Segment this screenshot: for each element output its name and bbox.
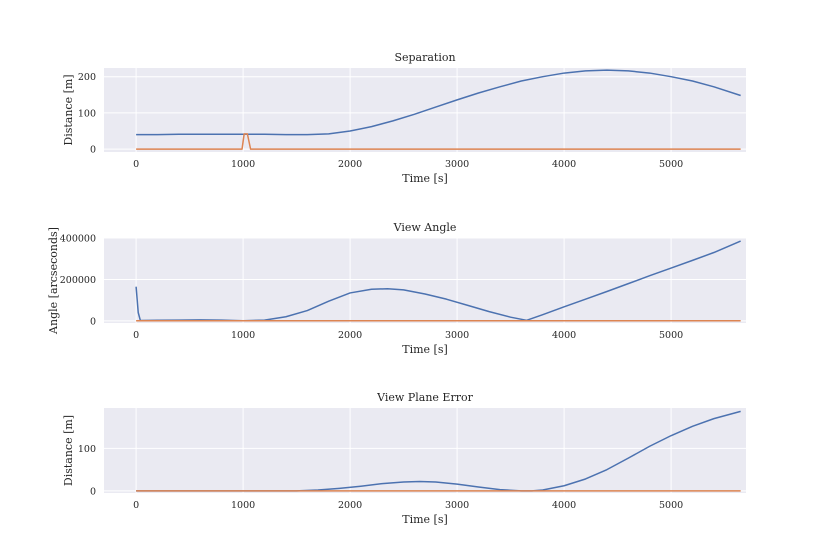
view-angle-series-1-line — [135, 240, 741, 322]
view-angle-x-tick-label: 1000 — [231, 330, 255, 341]
view-angle-x-tick-label: 3000 — [445, 330, 469, 341]
view-angle-plot-area — [104, 238, 746, 323]
view-plane-error-x-axis-label: Time [s] — [402, 513, 448, 526]
view-angle-y-axis-label: Angle [arcseconds] — [47, 227, 60, 335]
view-plane-error-x-tick-label: 2000 — [338, 500, 362, 511]
separation-chart: 0 1000 2000 3000 4000 5000 0 100 200 Separation Ti… — [62, 51, 746, 185]
separation-y-tick-label: 200 — [78, 72, 96, 83]
view-angle-y-tick-label: 0 — [90, 316, 96, 327]
view-angle-x-tick-label: 0 — [133, 330, 139, 341]
view-plane-error-chart: 0 1000 2000 3000 4000 5000 0 100 View Plane Erro… — [62, 391, 746, 526]
view-angle-y-tick-label: 400000 — [60, 234, 96, 245]
view-plane-error-x-tick-label: 3000 — [445, 500, 469, 511]
separation-y-tick-label: 0 — [90, 145, 96, 156]
view-plane-error-y-tick-label: 100 — [78, 444, 96, 455]
separation-x-tick-label: 4000 — [552, 159, 576, 170]
view-plane-error-series-1-line — [136, 410, 741, 492]
view-angle-y-tick-label: 200000 — [60, 275, 96, 286]
view-angle-x-tick-label: 4000 — [552, 330, 576, 341]
view-angle-chart: 0 1000 2000 3000 4000 5000 0 200000 400000 View A… — [47, 221, 746, 356]
separation-y-tick-label: 100 — [78, 108, 96, 119]
separation-x-tick-label: 0 — [133, 159, 139, 170]
separation-y-axis-label: Distance [m] — [62, 74, 75, 145]
view-plane-error-x-tick-label: 4000 — [552, 500, 576, 511]
view-angle-x-axis-label: Time [s] — [402, 343, 448, 356]
separation-x-tick-label: 1000 — [231, 159, 255, 170]
separation-x-tick-label: 5000 — [659, 159, 683, 170]
view-plane-error-plot-area — [104, 408, 746, 493]
separation-x-tick-label: 3000 — [445, 159, 469, 170]
view-plane-error-x-tick-label: 0 — [133, 500, 139, 511]
separation-x-tick-label: 2000 — [338, 159, 362, 170]
view-angle-x-tick-label: 2000 — [338, 330, 362, 341]
separation-series-1-line — [136, 69, 741, 136]
view-plane-error-title: View Plane Error — [376, 391, 473, 404]
separation-title: Separation — [394, 51, 455, 64]
view-angle-title: View Angle — [393, 221, 457, 234]
view-plane-error-y-axis-label: Distance [m] — [62, 415, 75, 486]
separation-x-axis-label: Time [s] — [402, 172, 448, 185]
separation-series-2-line — [136, 133, 741, 150]
view-plane-error-x-tick-label: 1000 — [231, 500, 255, 511]
view-angle-x-tick-label: 5000 — [659, 330, 683, 341]
view-plane-error-y-tick-label: 0 — [90, 486, 96, 497]
view-plane-error-x-tick-label: 5000 — [659, 500, 683, 511]
